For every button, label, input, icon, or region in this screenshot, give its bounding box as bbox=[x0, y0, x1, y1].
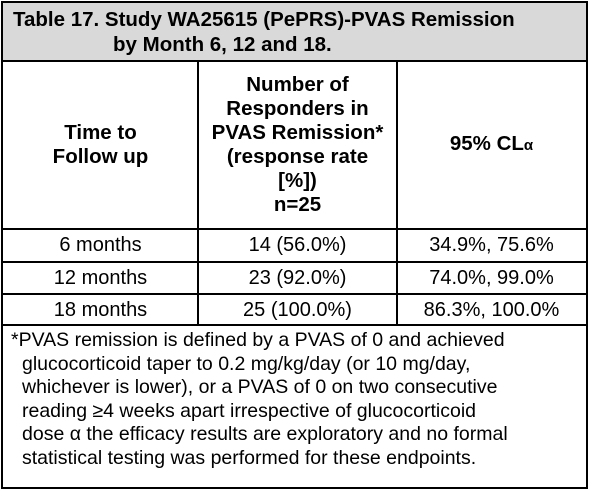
header-text: n=25 bbox=[273, 193, 322, 216]
header-text: PVAS Remission* bbox=[211, 121, 384, 144]
cell-responders: 23 (92.0%) bbox=[248, 266, 347, 289]
cell-ci: 86.3%, 100.0% bbox=[423, 298, 560, 321]
header-text: Follow up bbox=[52, 145, 149, 168]
alpha-subscript: α bbox=[523, 137, 534, 154]
footnote-line: whichever is lower), or a PVAS of 0 on t… bbox=[22, 376, 498, 399]
header-confidence-limit: 95% CLα bbox=[397, 62, 586, 228]
cell-time: 6 months bbox=[59, 233, 142, 256]
cell-ci: 74.0%, 99.0% bbox=[429, 266, 554, 289]
column-divider bbox=[396, 62, 398, 324]
header-responders: Number of Responders in PVAS Remission* … bbox=[198, 62, 397, 228]
header-text: Number of bbox=[246, 73, 349, 96]
footnote-line: reading ≥4 weeks apart irrespective of g… bbox=[22, 399, 477, 422]
header-text: 95% CL bbox=[449, 132, 524, 155]
footnote-line: *PVAS remission is defined by a PVAS of … bbox=[11, 329, 505, 351]
footnote-line: dose α the efficacy results are explorat… bbox=[22, 423, 508, 446]
header-text: (response rate bbox=[226, 145, 369, 168]
cell-ci: 34.9%, 75.6% bbox=[429, 233, 554, 256]
header-time-to-follow-up: Time to Follow up bbox=[3, 62, 198, 228]
table-title: Table 17. Study WA25615 (PePRS)-PVAS Rem… bbox=[3, 3, 586, 62]
cell-responders: 25 (100.0%) bbox=[243, 298, 352, 321]
row-divider bbox=[3, 324, 586, 326]
header-text: Time to bbox=[64, 121, 137, 144]
column-divider bbox=[197, 62, 199, 324]
cell-responders: 14 (56.0%) bbox=[248, 233, 347, 256]
cell-time: 18 months bbox=[53, 298, 148, 321]
footnote-line: statistical testing was performed for th… bbox=[22, 446, 477, 469]
footnote: *PVAS remission is defined by a PVAS of … bbox=[11, 329, 581, 471]
header-text: [%]) bbox=[278, 169, 317, 192]
row-divider bbox=[3, 261, 586, 263]
row-divider bbox=[3, 228, 586, 230]
cell-time: 12 months bbox=[53, 266, 148, 289]
row-divider bbox=[3, 293, 586, 295]
header-text: Responders in bbox=[226, 97, 369, 120]
table-title-line2: by Month 6, 12 and 18. bbox=[113, 33, 332, 56]
table-title-line1: Table 17. Study WA25615 (PePRS)-PVAS Rem… bbox=[13, 8, 515, 31]
footnote-line: glucocorticoid taper to 0.2 mg/kg/day (o… bbox=[22, 352, 471, 375]
